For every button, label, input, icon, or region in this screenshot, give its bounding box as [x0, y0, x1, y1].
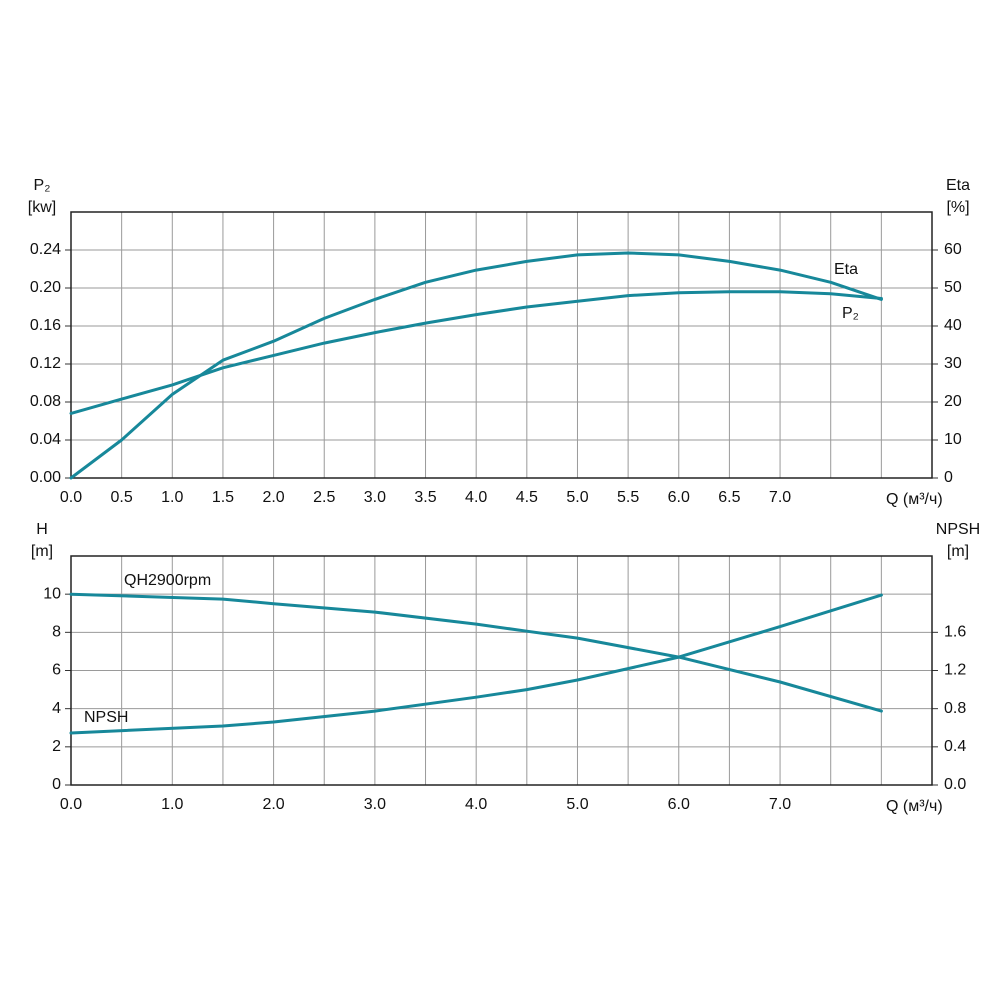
y-tick-label: 0.16: [30, 317, 61, 334]
x-axis-title: Q (м³/ч): [886, 798, 943, 815]
series-line: [69, 251, 883, 480]
y-axis-title: H: [36, 521, 48, 538]
x-tick-label: 4.0: [465, 796, 487, 813]
y-axis-title: [m]: [31, 543, 53, 560]
x-tick-label: 5.5: [617, 489, 639, 506]
y2-tick-label: 0.0: [944, 776, 966, 793]
x-tick-label: 5.0: [566, 489, 588, 506]
y-tick-label: 0.12: [30, 355, 61, 372]
y2-axis-title: Eta: [946, 177, 970, 194]
x-tick-label: 5.0: [566, 796, 588, 813]
y-tick-label: 10: [43, 585, 61, 602]
y-tick-label: 0.20: [30, 279, 61, 296]
y2-axis-title: [%]: [946, 199, 969, 216]
x-tick-label: 2.0: [262, 489, 284, 506]
y-tick-label: 6: [52, 662, 61, 679]
x-tick-label: 7.0: [769, 489, 791, 506]
x-tick-label: 2.0: [262, 796, 284, 813]
y2-tick-label: 10: [944, 431, 962, 448]
x-tick-label: 2.5: [313, 489, 335, 506]
plot-frame: [70, 555, 933, 786]
x-tick-label: 3.0: [364, 489, 386, 506]
series-label: P₂: [842, 305, 859, 322]
x-tick-label: 6.0: [668, 489, 690, 506]
y2-tick-label: 50: [944, 279, 962, 296]
y2-tick-label: 30: [944, 355, 962, 372]
x-tick-label: 1.0: [161, 489, 183, 506]
y2-tick-label: 1.2: [944, 662, 966, 679]
y-tick-label: 0.04: [30, 431, 61, 448]
y-axis-title: P₂: [34, 177, 51, 194]
series-line: [69, 290, 883, 415]
x-tick-label: 3.0: [364, 796, 386, 813]
series-line: [69, 593, 883, 735]
series-label: Eta: [834, 261, 858, 278]
x-tick-label: 1.5: [212, 489, 234, 506]
x-axis-title: Q (м³/ч): [886, 491, 943, 508]
series-line: [69, 592, 883, 713]
x-tick-label: 4.5: [516, 489, 538, 506]
x-tick-label: 6.5: [718, 489, 740, 506]
y2-tick-label: 0.8: [944, 700, 966, 717]
y2-tick-label: 60: [944, 241, 962, 258]
y2-axis-title: [m]: [947, 543, 969, 560]
y-tick-label: 0.00: [30, 469, 61, 486]
y-tick-label: 8: [52, 624, 61, 641]
series-label: NPSH: [84, 709, 128, 726]
x-tick-label: 0.5: [111, 489, 133, 506]
y2-tick-label: 40: [944, 317, 962, 334]
x-tick-label: 1.0: [161, 796, 183, 813]
series-label: QH2900rpm: [124, 572, 211, 589]
x-tick-label: 6.0: [668, 796, 690, 813]
y2-axis-title: NPSH: [936, 521, 980, 538]
y2-tick-label: 20: [944, 393, 962, 410]
x-tick-label: 0.0: [60, 489, 82, 506]
x-tick-label: 0.0: [60, 796, 82, 813]
y-axis-title: [kw]: [28, 199, 56, 216]
x-tick-label: 3.5: [414, 489, 436, 506]
y-tick-label: 2: [52, 738, 61, 755]
y-tick-label: 0.08: [30, 393, 61, 410]
y-tick-label: 0.24: [30, 241, 61, 258]
y2-tick-label: 0: [944, 469, 953, 486]
x-tick-label: 4.0: [465, 489, 487, 506]
plot-frame: [70, 211, 933, 479]
y-tick-label: 4: [52, 700, 61, 717]
x-tick-label: 7.0: [769, 796, 791, 813]
y-tick-label: 0: [52, 776, 61, 793]
y2-tick-label: 0.4: [944, 738, 966, 755]
y2-tick-label: 1.6: [944, 624, 966, 641]
